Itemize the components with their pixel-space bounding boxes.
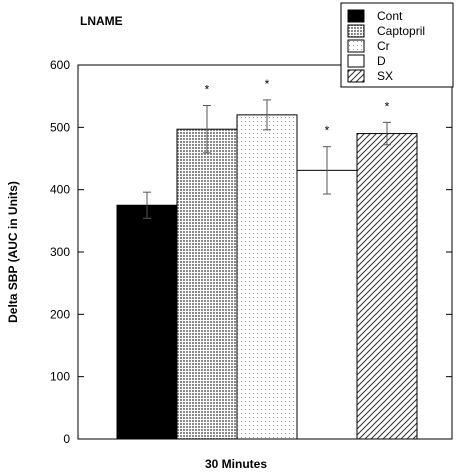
legend-item-sx: SX (347, 69, 393, 83)
legend-swatch (347, 39, 365, 53)
legend-swatch (347, 24, 365, 38)
legend-item-d: D (347, 54, 386, 68)
legend-label: Cr (377, 39, 390, 53)
y-axis-label: Delta SBP (AUC in Units) (6, 181, 20, 323)
legend-swatch (347, 9, 365, 23)
bar-sx: * (356, 99, 418, 440)
legend-swatch (347, 69, 365, 83)
bar-rect (236, 114, 298, 440)
y-tick-label: 300 (50, 245, 70, 259)
y-tick-label: 600 (50, 58, 70, 72)
y-tick-label: 200 (50, 307, 70, 321)
significance-marker: * (325, 124, 330, 138)
bar-rect (176, 128, 238, 440)
legend-item-cr: Cr (347, 39, 390, 53)
bar-d: * (296, 124, 358, 440)
y-axis: 0 100 200 300 400 500 600 (50, 58, 452, 446)
legend-label: D (377, 54, 386, 68)
legend-label: Cont (377, 9, 403, 23)
bar-rect (116, 204, 178, 440)
bar-captopril: * (176, 83, 238, 440)
bar-rect (296, 169, 358, 440)
significance-marker: * (265, 77, 270, 91)
chart-title: LNAME (80, 14, 123, 28)
bar-cr: * (236, 77, 298, 440)
significance-marker: * (385, 99, 390, 113)
legend-item-captopril: Captopril (347, 24, 425, 38)
y-tick-label: 500 (50, 120, 70, 134)
y-tick-label: 100 (50, 370, 70, 384)
legend-swatch (347, 54, 365, 68)
legend-label: SX (377, 69, 393, 83)
y-tick-label: 400 (50, 183, 70, 197)
significance-marker: * (205, 83, 210, 97)
legend-label: Captopril (377, 24, 425, 38)
legend-item-cont: Cont (347, 9, 403, 23)
y-tick-label: 0 (63, 432, 70, 446)
bar-cont (116, 191, 178, 440)
x-axis-label: 30 Minutes (205, 457, 267, 471)
bar-rect (356, 133, 418, 440)
bars-group: * * * * (116, 77, 418, 440)
